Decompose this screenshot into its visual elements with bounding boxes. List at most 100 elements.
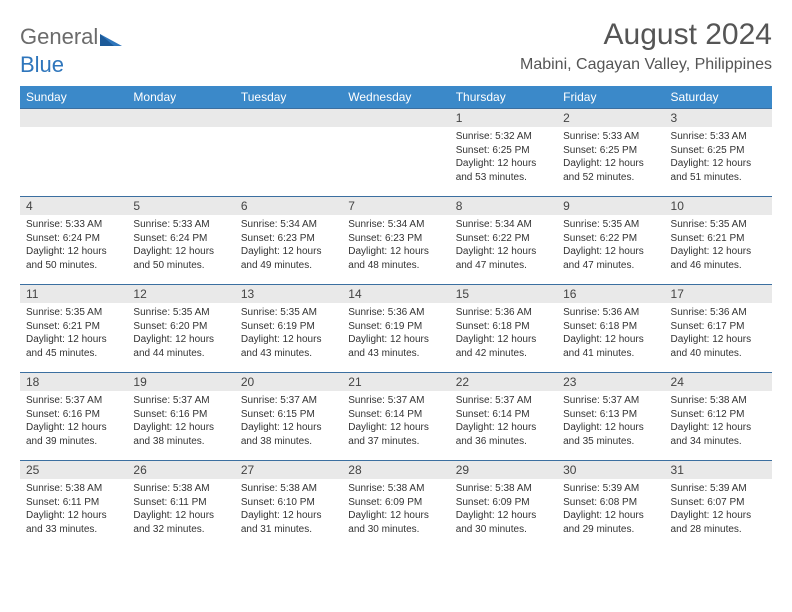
calendar-day-cell: 14Sunrise: 5:36 AMSunset: 6:19 PMDayligh…	[342, 285, 449, 373]
day-number	[342, 109, 449, 127]
day-number: 23	[557, 373, 664, 391]
sunset-line: Sunset: 6:13 PM	[563, 408, 658, 422]
sunset-line: Sunset: 6:24 PM	[133, 232, 228, 246]
daylight-line: Daylight: 12 hours and 43 minutes.	[348, 333, 443, 360]
day-details: Sunrise: 5:38 AMSunset: 6:11 PMDaylight:…	[20, 479, 127, 540]
calendar-week-row: 25Sunrise: 5:38 AMSunset: 6:11 PMDayligh…	[20, 461, 772, 549]
calendar-day-cell: 11Sunrise: 5:35 AMSunset: 6:21 PMDayligh…	[20, 285, 127, 373]
sunrise-line: Sunrise: 5:34 AM	[348, 218, 443, 232]
calendar-day-cell: 10Sunrise: 5:35 AMSunset: 6:21 PMDayligh…	[665, 197, 772, 285]
sunset-line: Sunset: 6:10 PM	[241, 496, 336, 510]
calendar-week-row: 11Sunrise: 5:35 AMSunset: 6:21 PMDayligh…	[20, 285, 772, 373]
sunset-line: Sunset: 6:16 PM	[133, 408, 228, 422]
calendar-day-cell: 22Sunrise: 5:37 AMSunset: 6:14 PMDayligh…	[450, 373, 557, 461]
day-details: Sunrise: 5:37 AMSunset: 6:15 PMDaylight:…	[235, 391, 342, 452]
day-number: 5	[127, 197, 234, 215]
sunrise-line: Sunrise: 5:38 AM	[133, 482, 228, 496]
sunset-line: Sunset: 6:09 PM	[348, 496, 443, 510]
day-details: Sunrise: 5:37 AMSunset: 6:14 PMDaylight:…	[342, 391, 449, 452]
daylight-line: Daylight: 12 hours and 30 minutes.	[348, 509, 443, 536]
daylight-line: Daylight: 12 hours and 52 minutes.	[563, 157, 658, 184]
day-details: Sunrise: 5:33 AMSunset: 6:25 PMDaylight:…	[557, 127, 664, 188]
sunrise-line: Sunrise: 5:38 AM	[26, 482, 121, 496]
daylight-line: Daylight: 12 hours and 48 minutes.	[348, 245, 443, 272]
day-number: 16	[557, 285, 664, 303]
day-details: Sunrise: 5:37 AMSunset: 6:13 PMDaylight:…	[557, 391, 664, 452]
day-details	[342, 127, 449, 134]
day-details: Sunrise: 5:36 AMSunset: 6:18 PMDaylight:…	[557, 303, 664, 364]
day-number: 13	[235, 285, 342, 303]
sunrise-line: Sunrise: 5:36 AM	[456, 306, 551, 320]
col-wednesday: Wednesday	[342, 86, 449, 109]
calendar-day-cell: 16Sunrise: 5:36 AMSunset: 6:18 PMDayligh…	[557, 285, 664, 373]
day-number: 3	[665, 109, 772, 127]
daylight-line: Daylight: 12 hours and 33 minutes.	[26, 509, 121, 536]
page-header: General Blue August 2024 Mabini, Cagayan…	[20, 18, 772, 78]
logo-part1: General	[20, 24, 98, 49]
sunset-line: Sunset: 6:15 PM	[241, 408, 336, 422]
sunrise-line: Sunrise: 5:38 AM	[348, 482, 443, 496]
calendar-day-cell	[342, 109, 449, 197]
sunset-line: Sunset: 6:19 PM	[241, 320, 336, 334]
calendar-day-cell: 18Sunrise: 5:37 AMSunset: 6:16 PMDayligh…	[20, 373, 127, 461]
calendar-day-cell: 13Sunrise: 5:35 AMSunset: 6:19 PMDayligh…	[235, 285, 342, 373]
day-details: Sunrise: 5:38 AMSunset: 6:09 PMDaylight:…	[450, 479, 557, 540]
calendar-day-cell: 9Sunrise: 5:35 AMSunset: 6:22 PMDaylight…	[557, 197, 664, 285]
sunset-line: Sunset: 6:21 PM	[26, 320, 121, 334]
sunrise-line: Sunrise: 5:37 AM	[456, 394, 551, 408]
calendar-day-cell: 5Sunrise: 5:33 AMSunset: 6:24 PMDaylight…	[127, 197, 234, 285]
daylight-line: Daylight: 12 hours and 44 minutes.	[133, 333, 228, 360]
calendar-day-cell	[20, 109, 127, 197]
daylight-line: Daylight: 12 hours and 43 minutes.	[241, 333, 336, 360]
calendar-day-cell: 19Sunrise: 5:37 AMSunset: 6:16 PMDayligh…	[127, 373, 234, 461]
sunset-line: Sunset: 6:12 PM	[671, 408, 766, 422]
day-number: 9	[557, 197, 664, 215]
calendar-day-cell	[235, 109, 342, 197]
sunset-line: Sunset: 6:11 PM	[133, 496, 228, 510]
sunrise-line: Sunrise: 5:33 AM	[671, 130, 766, 144]
day-number: 1	[450, 109, 557, 127]
weekday-header-row: Sunday Monday Tuesday Wednesday Thursday…	[20, 86, 772, 109]
day-details: Sunrise: 5:34 AMSunset: 6:23 PMDaylight:…	[342, 215, 449, 276]
day-details: Sunrise: 5:34 AMSunset: 6:23 PMDaylight:…	[235, 215, 342, 276]
day-number: 12	[127, 285, 234, 303]
day-details: Sunrise: 5:36 AMSunset: 6:17 PMDaylight:…	[665, 303, 772, 364]
sunrise-line: Sunrise: 5:34 AM	[241, 218, 336, 232]
daylight-line: Daylight: 12 hours and 53 minutes.	[456, 157, 551, 184]
sunrise-line: Sunrise: 5:36 AM	[563, 306, 658, 320]
sunset-line: Sunset: 6:22 PM	[456, 232, 551, 246]
daylight-line: Daylight: 12 hours and 38 minutes.	[241, 421, 336, 448]
calendar-day-cell: 12Sunrise: 5:35 AMSunset: 6:20 PMDayligh…	[127, 285, 234, 373]
daylight-line: Daylight: 12 hours and 50 minutes.	[133, 245, 228, 272]
daylight-line: Daylight: 12 hours and 31 minutes.	[241, 509, 336, 536]
calendar-day-cell: 15Sunrise: 5:36 AMSunset: 6:18 PMDayligh…	[450, 285, 557, 373]
logo-text: General Blue	[20, 24, 122, 78]
calendar-day-cell: 23Sunrise: 5:37 AMSunset: 6:13 PMDayligh…	[557, 373, 664, 461]
sunset-line: Sunset: 6:24 PM	[26, 232, 121, 246]
day-details: Sunrise: 5:35 AMSunset: 6:19 PMDaylight:…	[235, 303, 342, 364]
sunrise-line: Sunrise: 5:38 AM	[241, 482, 336, 496]
calendar-day-cell: 26Sunrise: 5:38 AMSunset: 6:11 PMDayligh…	[127, 461, 234, 549]
day-number: 26	[127, 461, 234, 479]
sunset-line: Sunset: 6:20 PM	[133, 320, 228, 334]
col-friday: Friday	[557, 86, 664, 109]
calendar-table: Sunday Monday Tuesday Wednesday Thursday…	[20, 86, 772, 549]
daylight-line: Daylight: 12 hours and 41 minutes.	[563, 333, 658, 360]
calendar-day-cell: 25Sunrise: 5:38 AMSunset: 6:11 PMDayligh…	[20, 461, 127, 549]
calendar-day-cell: 1Sunrise: 5:32 AMSunset: 6:25 PMDaylight…	[450, 109, 557, 197]
logo-part2: Blue	[20, 52, 64, 77]
sunrise-line: Sunrise: 5:33 AM	[26, 218, 121, 232]
sunset-line: Sunset: 6:19 PM	[348, 320, 443, 334]
sunrise-line: Sunrise: 5:32 AM	[456, 130, 551, 144]
calendar-day-cell: 4Sunrise: 5:33 AMSunset: 6:24 PMDaylight…	[20, 197, 127, 285]
sunrise-line: Sunrise: 5:35 AM	[26, 306, 121, 320]
day-number: 15	[450, 285, 557, 303]
day-details: Sunrise: 5:36 AMSunset: 6:19 PMDaylight:…	[342, 303, 449, 364]
sunrise-line: Sunrise: 5:38 AM	[671, 394, 766, 408]
sunrise-line: Sunrise: 5:39 AM	[671, 482, 766, 496]
sunrise-line: Sunrise: 5:38 AM	[456, 482, 551, 496]
day-details: Sunrise: 5:35 AMSunset: 6:21 PMDaylight:…	[665, 215, 772, 276]
col-saturday: Saturday	[665, 86, 772, 109]
sunset-line: Sunset: 6:11 PM	[26, 496, 121, 510]
day-details: Sunrise: 5:34 AMSunset: 6:22 PMDaylight:…	[450, 215, 557, 276]
